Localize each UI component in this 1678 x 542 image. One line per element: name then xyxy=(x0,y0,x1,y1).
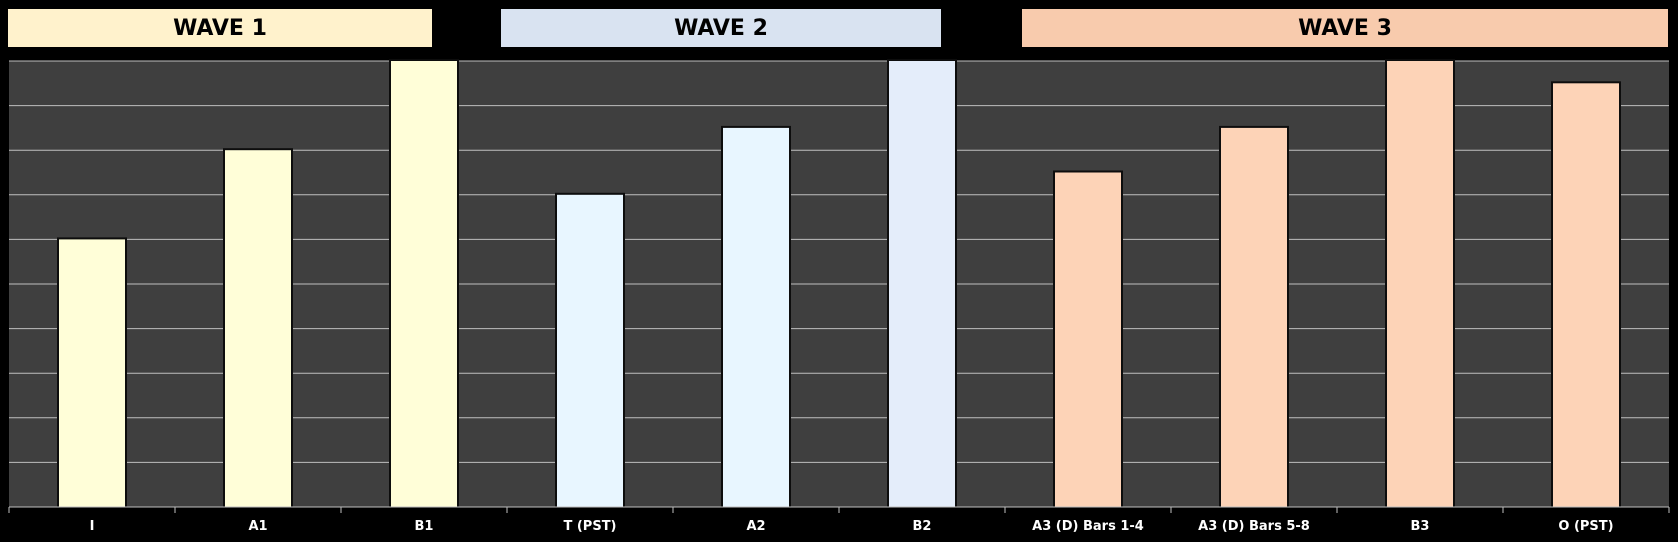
bar xyxy=(389,59,459,507)
bar-fill xyxy=(1055,172,1121,507)
bar-fill xyxy=(1221,127,1287,508)
bar xyxy=(1219,125,1289,508)
bar xyxy=(1385,59,1455,507)
bar-fill xyxy=(889,61,955,507)
x-axis-labels: I A1 B1 T (PST) A2 B2 A3 (D) Bars 1-4 A3 (D) Ba… xyxy=(90,519,1614,534)
bar-fill xyxy=(225,150,291,507)
bar-fill xyxy=(723,127,789,508)
x-tick-label: B1 xyxy=(415,519,434,534)
bar-fill xyxy=(59,239,125,507)
x-tick-label: A2 xyxy=(746,519,765,534)
bar xyxy=(721,125,791,508)
bar-fill xyxy=(557,194,623,508)
bar xyxy=(57,237,127,507)
wave-1-header: WAVE 1 xyxy=(8,9,432,47)
bar xyxy=(555,192,625,508)
bar-fill xyxy=(1553,83,1619,508)
wave-2-label: WAVE 2 xyxy=(674,15,768,41)
x-tick-label: A1 xyxy=(248,519,267,534)
bar xyxy=(1053,170,1123,507)
wave-3-header: WAVE 3 xyxy=(1022,9,1668,47)
x-tick-label: B2 xyxy=(913,519,932,534)
bar xyxy=(1551,81,1621,508)
bar xyxy=(223,148,293,507)
wave-2-header: WAVE 2 xyxy=(501,9,941,47)
bar-fill xyxy=(1387,61,1453,507)
wave-3-label: WAVE 3 xyxy=(1298,15,1392,41)
bars xyxy=(57,59,1621,508)
x-tick-label: A3 (D) Bars 5-8 xyxy=(1198,519,1310,534)
wave-1-label: WAVE 1 xyxy=(173,15,267,41)
bar xyxy=(887,59,957,507)
x-tick-label: B3 xyxy=(1411,519,1430,534)
x-tick-label: T (PST) xyxy=(563,519,616,534)
x-tick-label: I xyxy=(90,519,95,534)
x-tick-label: A3 (D) Bars 1-4 xyxy=(1032,519,1144,534)
x-axis-ticks xyxy=(8,507,1670,513)
bar-fill xyxy=(391,61,457,507)
x-tick-label: O (PST) xyxy=(1558,519,1613,534)
